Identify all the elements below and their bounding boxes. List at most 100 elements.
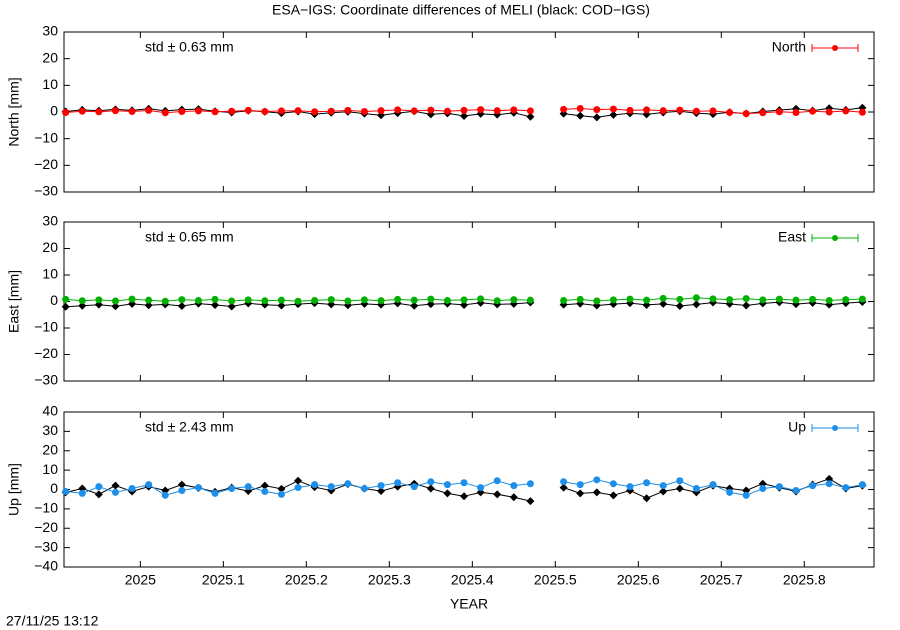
- point: [709, 107, 717, 115]
- point: [792, 296, 800, 304]
- point: [62, 487, 70, 495]
- timestamp: 27/11/25 13:12: [6, 613, 99, 629]
- point: [95, 483, 103, 491]
- annotation: std ± 0.63 mm: [145, 39, 234, 55]
- point: [742, 295, 750, 303]
- point: [759, 485, 767, 493]
- point: [792, 486, 800, 494]
- y-tick-label: 30: [42, 213, 58, 229]
- point: [78, 297, 86, 305]
- y-tick-label: 30: [42, 23, 58, 39]
- point: [78, 107, 86, 115]
- point: [145, 106, 153, 114]
- point: [609, 480, 617, 488]
- point: [460, 106, 468, 114]
- point: [477, 295, 485, 303]
- point: [61, 302, 70, 311]
- point: [692, 294, 700, 302]
- point: [145, 481, 153, 489]
- point: [360, 485, 368, 493]
- point: [643, 296, 651, 304]
- point: [726, 109, 734, 117]
- point: [244, 296, 252, 304]
- y-tick-label: −20: [34, 345, 58, 361]
- point: [161, 297, 169, 305]
- point: [659, 107, 667, 115]
- point: [311, 296, 319, 304]
- point: [858, 481, 866, 489]
- point: [676, 477, 684, 485]
- point: [177, 302, 186, 311]
- point: [460, 112, 469, 120]
- point: [78, 489, 86, 497]
- point: [427, 478, 435, 486]
- point: [676, 295, 684, 303]
- point: [726, 488, 734, 496]
- point: [294, 107, 302, 115]
- point: [842, 107, 850, 115]
- legend-swatch: [832, 235, 838, 241]
- point: [211, 108, 219, 116]
- x-tick-label: 2025.5: [534, 572, 577, 588]
- y-tick-label: −20: [34, 156, 58, 172]
- x-tick-label: 2025: [125, 572, 156, 588]
- x-tick-label: 2025.4: [451, 572, 494, 588]
- point: [460, 296, 468, 304]
- point: [194, 484, 202, 492]
- point: [95, 296, 103, 304]
- x-tick-label: 2025.7: [700, 572, 743, 588]
- y-tick-label: 10: [42, 76, 58, 92]
- point: [311, 481, 319, 489]
- point: [609, 296, 617, 304]
- point: [111, 488, 119, 496]
- point: [377, 487, 386, 496]
- point: [144, 301, 153, 310]
- point: [593, 476, 601, 484]
- point: [443, 489, 452, 498]
- point: [227, 302, 236, 311]
- point: [609, 110, 618, 119]
- chart-title: ESA−IGS: Coordinate differences of MELI …: [272, 2, 650, 18]
- point: [510, 106, 518, 114]
- point: [294, 297, 302, 305]
- point: [394, 479, 402, 487]
- y-axis-label: Up [mm]: [6, 463, 22, 516]
- point: [360, 296, 368, 304]
- point: [742, 110, 750, 118]
- y-axis-label: North [mm]: [6, 77, 22, 146]
- point: [410, 301, 419, 310]
- point: [111, 481, 120, 490]
- y-tick-label: −30: [34, 183, 58, 199]
- point: [526, 497, 535, 506]
- point: [477, 106, 485, 114]
- point: [211, 295, 219, 303]
- point: [659, 299, 668, 308]
- y-tick-label: −30: [34, 372, 58, 388]
- point: [609, 105, 617, 113]
- point: [426, 484, 435, 493]
- point: [145, 296, 153, 304]
- point: [177, 480, 186, 489]
- y-tick-label: 20: [42, 441, 58, 457]
- point: [809, 295, 817, 303]
- point: [344, 106, 352, 114]
- point: [709, 295, 717, 303]
- point: [443, 481, 451, 489]
- point: [692, 300, 701, 309]
- point: [642, 494, 651, 503]
- point: [692, 107, 700, 115]
- point: [643, 479, 651, 487]
- point: [775, 295, 783, 303]
- point: [228, 297, 236, 305]
- point: [78, 301, 87, 310]
- point: [526, 107, 534, 115]
- point: [410, 296, 418, 304]
- point: [609, 491, 618, 500]
- point: [775, 108, 783, 116]
- legend-swatch: [832, 425, 838, 431]
- point: [742, 301, 751, 310]
- point: [560, 478, 568, 486]
- point: [427, 295, 435, 303]
- point: [427, 106, 435, 114]
- point: [344, 480, 352, 488]
